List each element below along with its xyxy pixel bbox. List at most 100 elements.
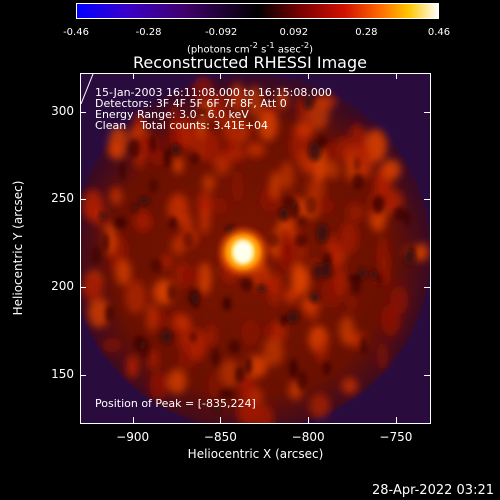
emission-blob (126, 354, 139, 379)
emission-blob (380, 303, 401, 337)
emission-hole (289, 201, 300, 220)
emission-blob (180, 214, 193, 231)
emission-blob (169, 103, 180, 132)
y-tick-mark (80, 199, 86, 201)
peak-core (233, 240, 253, 264)
emission-hole (170, 143, 181, 156)
emission-hole (322, 361, 332, 376)
emission-blob (214, 197, 227, 215)
emission-blob (307, 177, 326, 201)
emission-blob (133, 209, 151, 232)
emission-blob (102, 338, 122, 353)
emission-blob (175, 314, 190, 329)
emission-blob (146, 302, 158, 333)
y-tick-label: 200 (51, 279, 74, 294)
emission-blob (196, 117, 207, 138)
emission-blob (115, 259, 132, 286)
emission-hole (321, 261, 332, 279)
colorbar-tick-label: -0.46 (63, 27, 89, 38)
y-tick-label: 250 (51, 191, 74, 206)
emission-hole (167, 284, 177, 301)
emission-hole (212, 402, 221, 414)
emission-blob (339, 316, 355, 345)
emission-hole (369, 269, 378, 281)
emission-blob (199, 207, 211, 235)
emission-blob (230, 82, 245, 113)
emission-blob (81, 274, 104, 302)
emission-blob (382, 159, 401, 180)
image-info-line: Clean Total counts: 3.41E+04 (95, 119, 269, 132)
emission-hole (197, 107, 209, 116)
emission-blob (336, 266, 347, 297)
emission-blob (205, 131, 221, 165)
emission-blob (302, 158, 314, 176)
plot-area: 15-Jan-2003 16:11:08.000 to 16:15:08.000… (80, 73, 431, 424)
timestamp: 28-Apr-2022 03:21 (372, 483, 494, 498)
emission-blob (316, 199, 334, 214)
emission-blob (279, 161, 294, 190)
emission-hole (114, 216, 127, 229)
emission-hole (150, 258, 162, 273)
emission-blob (252, 404, 274, 423)
y-tick-mark (424, 111, 430, 113)
x-axis-label: Heliocentric X (arcsec) (187, 447, 324, 461)
emission-blob (109, 186, 123, 206)
emission-texture (81, 76, 429, 423)
y-tick-mark (424, 199, 430, 201)
emission-hole (372, 195, 385, 214)
image-info-line: 15-Jan-2003 16:11:08.000 to 16:15:08.000 (95, 86, 332, 99)
emission-blob (325, 233, 336, 252)
emission-blob (88, 297, 110, 328)
emission-blob (167, 369, 187, 394)
emission-hole (133, 334, 146, 352)
emission-blob (173, 156, 184, 174)
y-tick-mark (424, 374, 430, 376)
emission-blob (108, 126, 128, 160)
emission-blob (206, 324, 217, 347)
emission-blob (269, 171, 281, 200)
emission-blob (149, 370, 168, 400)
emission-blob (346, 202, 365, 222)
emission-hole (138, 196, 150, 206)
emission-blob (339, 221, 359, 255)
emission-hole (376, 273, 383, 287)
y-tick-mark (424, 287, 430, 289)
rhessi-image (81, 74, 430, 423)
colorbar (76, 3, 439, 19)
image-info-line: Energy Range: 3.0 - 6.0 keV (95, 108, 249, 121)
emission-hole (297, 217, 306, 226)
emission-hole (288, 358, 298, 378)
emission-blob (263, 338, 284, 367)
colorbar-tick-label: -0.28 (135, 27, 162, 38)
x-tick-label: −900 (116, 430, 150, 444)
emission-blob (278, 226, 291, 258)
emission-blob (246, 142, 266, 158)
emission-hole (190, 152, 201, 165)
emission-blob (198, 262, 212, 295)
colorbar-tick-label: -0.092 (205, 27, 238, 38)
emission-blob (148, 348, 160, 371)
x-tick-mark (395, 73, 397, 79)
emission-hole (187, 289, 200, 307)
emission-blob (181, 268, 202, 284)
emission-blob (197, 191, 213, 218)
x-tick-mark (132, 73, 134, 79)
emission-blob (341, 377, 358, 394)
emission-blob (161, 254, 172, 270)
emission-hole (256, 284, 267, 293)
emission-blob (225, 146, 246, 161)
emission-blob (351, 124, 364, 150)
y-tick-mark (80, 287, 86, 289)
x-tick-mark (132, 417, 134, 423)
emission-hole (234, 366, 245, 383)
emission-hole (267, 233, 280, 248)
emission-hole (308, 141, 322, 162)
emission-blob (325, 160, 340, 179)
x-tick-mark (308, 417, 310, 423)
image-info-line: Detectors: 3F 4F 5F 6F 7F 8F, Att 0 (95, 97, 287, 110)
emission-blob (379, 251, 389, 276)
emission-hole (244, 357, 253, 375)
emission-blob (258, 109, 278, 142)
emission-blob (241, 319, 260, 346)
emission-blob (315, 94, 337, 110)
